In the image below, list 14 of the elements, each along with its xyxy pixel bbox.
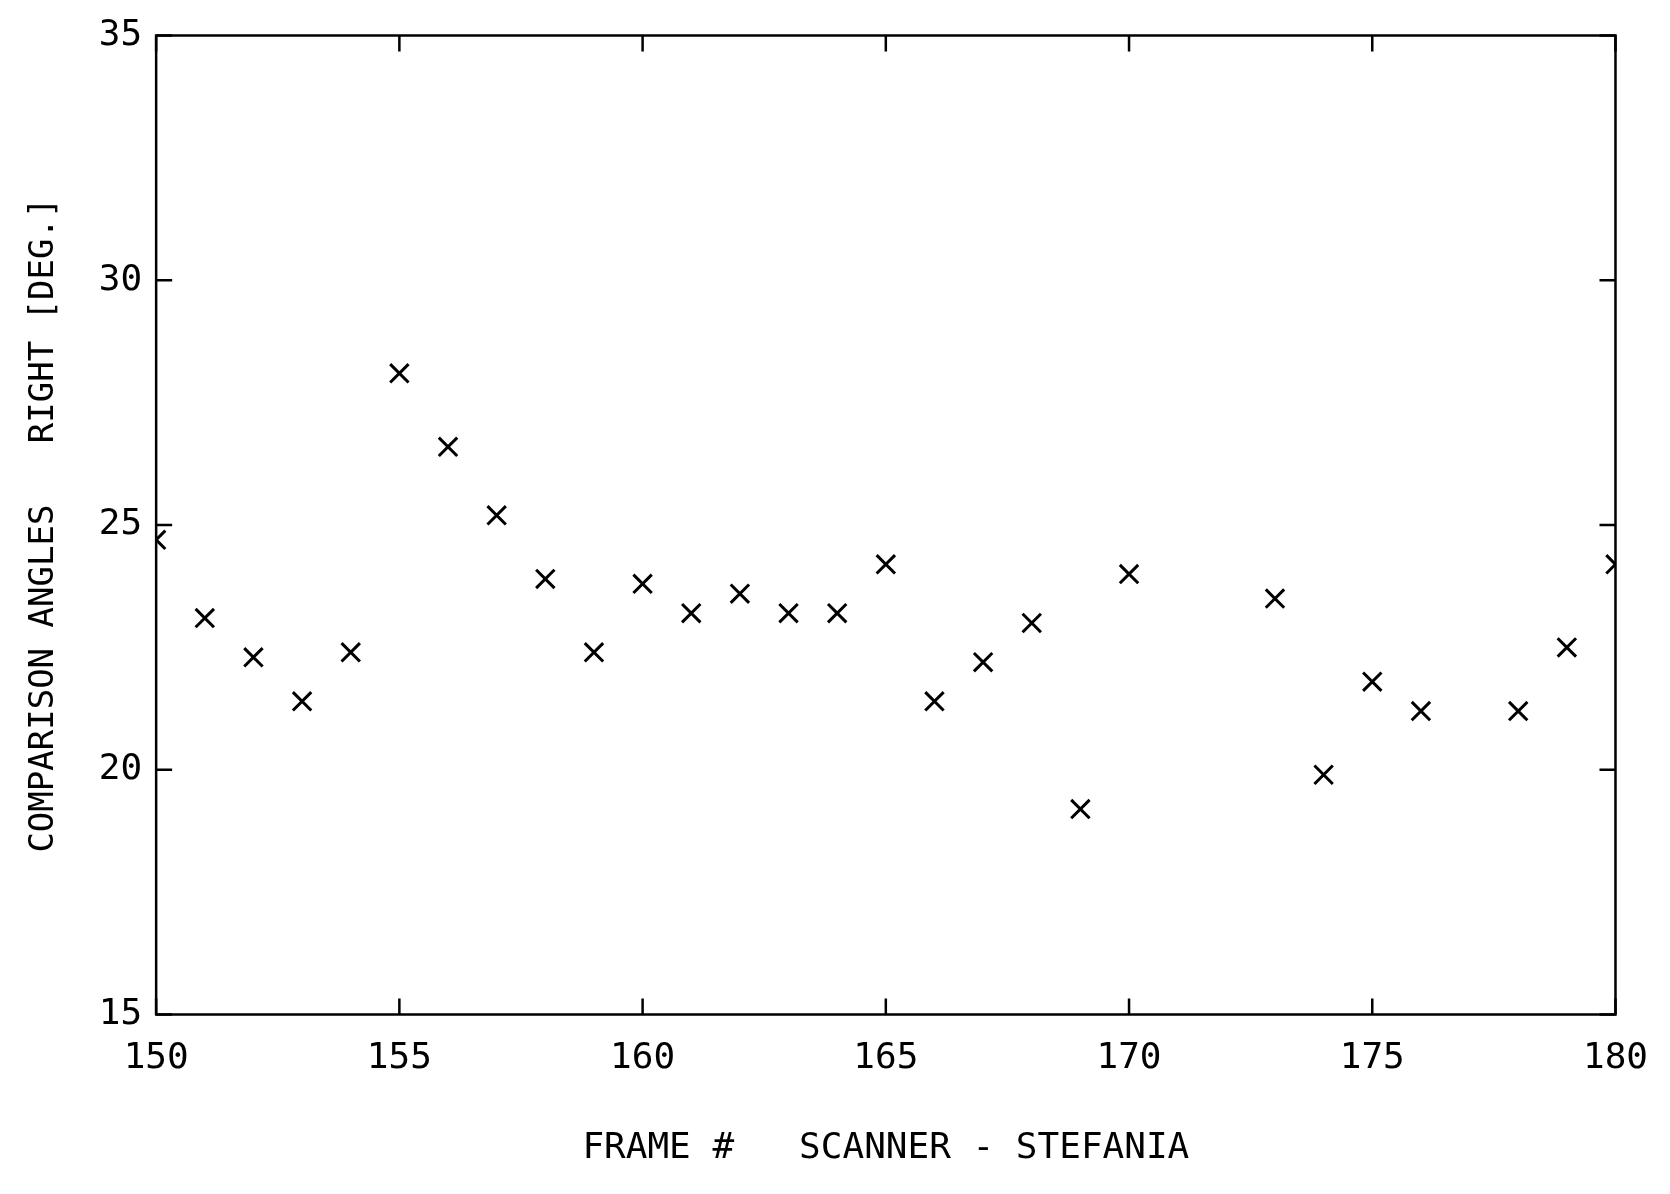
y-tick-label: 35 xyxy=(98,11,143,53)
y-axis-title: COMPARISON ANGLES RIGHT [DEG.] xyxy=(21,197,62,853)
x-tick-label: 175 xyxy=(1339,1034,1405,1076)
x-tick-label: 155 xyxy=(366,1034,432,1076)
y-tick-label: 15 xyxy=(98,990,143,1032)
x-tick-label: 160 xyxy=(610,1034,676,1076)
y-tick-label: 25 xyxy=(98,501,143,543)
x-tick-label: 180 xyxy=(1582,1034,1648,1076)
y-tick-label: 30 xyxy=(98,256,143,298)
x-axis-title: FRAME # SCANNER - STEFANIA xyxy=(582,1124,1190,1166)
x-tick-label: 165 xyxy=(853,1034,919,1076)
y-tick-label: 20 xyxy=(98,746,143,788)
x-tick-label: 150 xyxy=(123,1034,189,1076)
x-tick-label: 170 xyxy=(1096,1034,1162,1076)
